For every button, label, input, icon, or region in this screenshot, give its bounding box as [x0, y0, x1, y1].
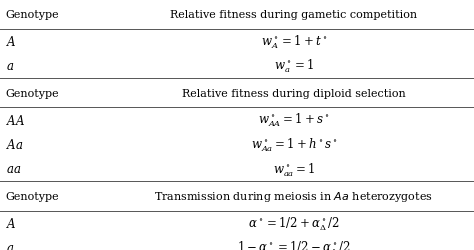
Text: $1 - \alpha^\circ = 1/2 - \alpha^\circ_\Delta/2$: $1 - \alpha^\circ = 1/2 - \alpha^\circ_\…	[237, 239, 351, 250]
Text: $\alpha^\circ = 1/2 + \alpha^\circ_\Delta/2$: $\alpha^\circ = 1/2 + \alpha^\circ_\Delt…	[248, 214, 340, 232]
Text: $A$: $A$	[6, 216, 17, 230]
Text: Relative fitness during diploid selection: Relative fitness during diploid selectio…	[182, 88, 406, 98]
Text: $A$: $A$	[6, 35, 17, 49]
Text: $w^\circ_{AA} = 1 + s^\circ$: $w^\circ_{AA} = 1 + s^\circ$	[258, 112, 330, 129]
Text: Genotype: Genotype	[6, 10, 59, 20]
Text: Relative fitness during gametic competition: Relative fitness during gametic competit…	[170, 10, 418, 20]
Text: $w^\circ_a = 1$: $w^\circ_a = 1$	[274, 58, 314, 75]
Text: $a$: $a$	[6, 60, 14, 73]
Text: $w^\circ_A = 1 + t^\circ$: $w^\circ_A = 1 + t^\circ$	[261, 33, 327, 50]
Text: $AA$: $AA$	[6, 113, 25, 127]
Text: $a$: $a$	[6, 241, 14, 250]
Text: Transmission during meiosis in $Aa$ heterozygotes: Transmission during meiosis in $Aa$ hete…	[155, 189, 433, 203]
Text: $w^\circ_{aa} = 1$: $w^\circ_{aa} = 1$	[273, 160, 315, 178]
Text: Genotype: Genotype	[6, 191, 59, 201]
Text: $aa$: $aa$	[6, 163, 21, 176]
Text: $w^\circ_{Aa} = 1 + h^\circ s^\circ$: $w^\circ_{Aa} = 1 + h^\circ s^\circ$	[251, 136, 337, 154]
Text: Genotype: Genotype	[6, 88, 59, 98]
Text: $Aa$: $Aa$	[6, 138, 23, 152]
